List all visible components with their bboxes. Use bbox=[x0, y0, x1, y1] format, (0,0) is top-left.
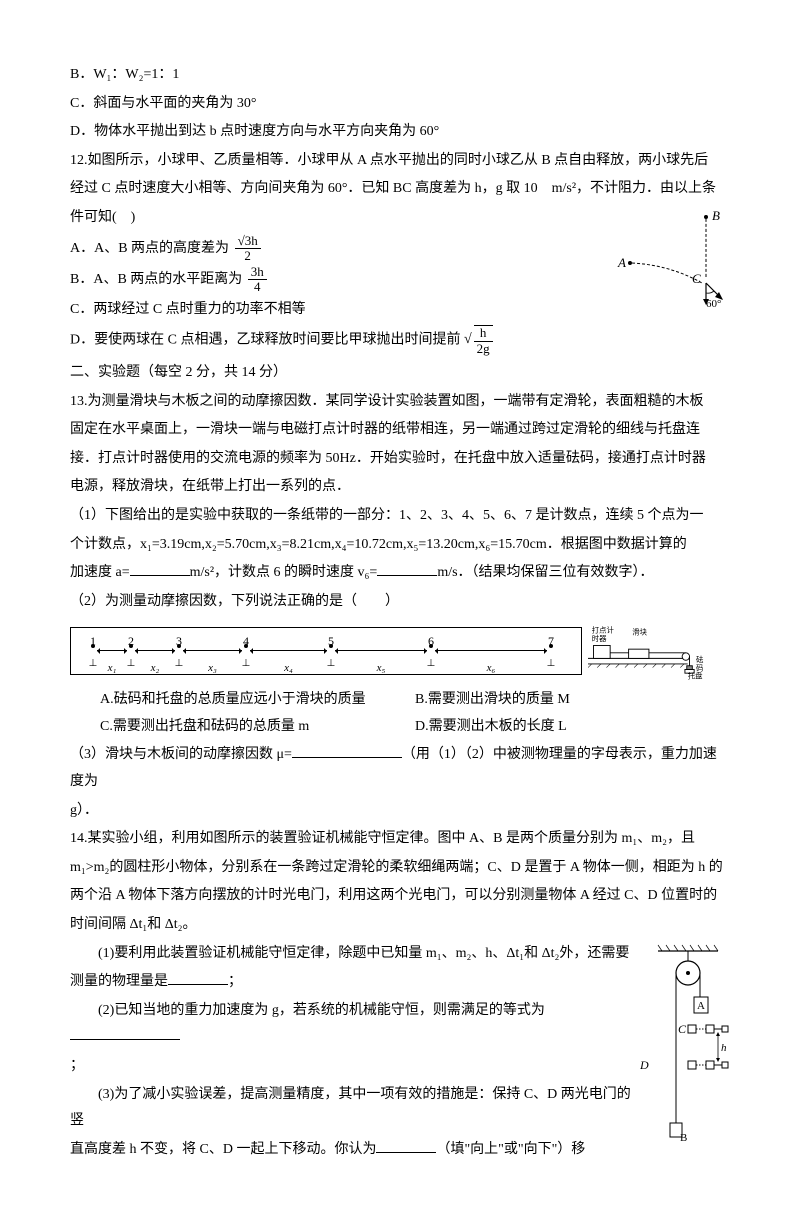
q14-p2: (2)已知当地的重力加速度为 g，若系统的机械能守恒，则需满足的等式为 bbox=[70, 998, 730, 1051]
label-angle: 60° bbox=[706, 298, 721, 310]
svg-text:时器: 时器 bbox=[592, 634, 607, 643]
blank-a[interactable] bbox=[130, 561, 190, 576]
q12-b-pre: B．A、B 两点的水平距离为 bbox=[70, 272, 246, 287]
setup-figure: 打点计 时器 滑块 砝 码 托盘 bbox=[588, 621, 708, 681]
tape-seg-label: x₆ bbox=[487, 658, 496, 679]
tape-mark: ⊥ bbox=[127, 654, 136, 673]
q13-opt-c: C.需要测出托盘和砝码的总质量 m bbox=[100, 714, 415, 741]
q13-opt-a: A.砝码和托盘的总质量应远小于滑块的质量 bbox=[100, 687, 415, 714]
fraction: 3h 4 bbox=[248, 265, 267, 295]
svg-text:滑块: 滑块 bbox=[632, 628, 647, 637]
text: （3）滑块与木板间的动摩擦因数 μ= bbox=[70, 747, 292, 762]
q13-opt-b: B.需要测出滑块的质量 M bbox=[415, 687, 730, 714]
tape-mark: ⊥ bbox=[327, 654, 336, 673]
tape-arrow bbox=[335, 650, 427, 651]
blank-measure[interactable] bbox=[168, 970, 228, 985]
q14-figure: A C D h bbox=[640, 941, 730, 1152]
tape-mark: ⊥ bbox=[547, 654, 556, 673]
tape-mark: ⊥ bbox=[175, 654, 184, 673]
photogate-c bbox=[688, 1025, 728, 1033]
tape-mark: ⊥ bbox=[427, 654, 436, 673]
q12-stem-2: 经过 C 点时速度大小相等、方向间夹角为 60°．已知 BC 高度差为 h，g … bbox=[70, 176, 730, 203]
q12-stem-1: 12.如图所示，小球甲、乙质量相等．小球甲从 A 点水平抛出的同时小球乙从 B … bbox=[70, 148, 730, 175]
q14-p2b: ； bbox=[70, 1053, 730, 1080]
q13-opts-row1: A.砝码和托盘的总质量应远小于滑块的质量 B.需要测出滑块的质量 M bbox=[70, 687, 730, 714]
tape-seg-label: x₂ bbox=[151, 658, 160, 679]
tape-mark: ⊥ bbox=[89, 654, 98, 673]
denominator: 2 bbox=[235, 249, 261, 263]
label-a: A bbox=[697, 1000, 705, 1012]
option-b: B．W₁：W₂=1：1 bbox=[70, 62, 730, 89]
label-h: h bbox=[721, 1042, 727, 1054]
q13-p1-l1: （1）下图给出的是实验中获取的一条纸带的一部分：1、2、3、4、5、6、7 是计… bbox=[70, 503, 730, 530]
text: 加速度 a= bbox=[70, 565, 130, 580]
tape-arrow bbox=[135, 650, 175, 651]
label-d: D bbox=[640, 1058, 649, 1072]
fraction: h 2g bbox=[474, 325, 493, 356]
q14-l1: 14.某实验小组，利用如图所示的装置验证机械能守恒定律。图中 A、B 是两个质量… bbox=[70, 826, 730, 853]
blank-equation[interactable] bbox=[70, 1025, 180, 1040]
q14-l2: m₁>m₂的圆柱形小物体，分别系在一条跨过定滑轮的柔软细绳两端；C、D 是置于 … bbox=[70, 855, 730, 882]
blank-v6[interactable] bbox=[377, 561, 437, 576]
text: （填"向上"或"向下"）移 bbox=[436, 1142, 585, 1157]
tape-seg-label: x₅ bbox=[377, 658, 386, 679]
q13-p3c: g）． bbox=[70, 798, 730, 825]
numerator: h bbox=[474, 326, 493, 341]
q13-p3: （3）滑块与木板间的动摩擦因数 μ=（用（1）（2）中被测物理量的字母表示，重力… bbox=[70, 742, 730, 795]
tape-figure: 1⊥2⊥3⊥4⊥5⊥6⊥7⊥x₁x₂x₃x₄x₅x₆ bbox=[70, 627, 582, 675]
tape-arrow bbox=[250, 650, 327, 651]
q13-l1: 13.为测量滑块与木板之间的动摩擦因数．某同学设计实验装置如图，一端带有定滑轮，… bbox=[70, 389, 730, 416]
q13-p2: （2）为测量动摩擦因数，下列说法正确的是（ ） bbox=[70, 589, 730, 616]
blank-mu[interactable] bbox=[292, 743, 402, 758]
tape-arrow bbox=[435, 650, 547, 651]
tape-seg-label: x₁ bbox=[108, 658, 117, 679]
q13-p1-l3: 加速度 a= m/s²，计数点 6 的瞬时速度 v₆= m/s．（结果均保留三位有效… bbox=[70, 560, 730, 587]
svg-text:托盘: 托盘 bbox=[688, 672, 703, 681]
q14-l4: 时间间隔 Δt₁和 Δt₂。 bbox=[70, 912, 730, 939]
text: 直高度差 h 不变，将 C、D 一起上下移动。你认为 bbox=[70, 1142, 376, 1157]
section-2-title: 二、实验题（每空 2 分，共 14 分） bbox=[70, 360, 730, 387]
label-b: B bbox=[680, 1132, 687, 1141]
q14-p3b: 直高度差 h 不变，将 C、D 一起上下移动。你认为 （填"向上"或"向下"）移 bbox=[70, 1137, 730, 1164]
q14-p3a: (3)为了减小实验误差，提高测量精度，其中一项有效的措施是：保持 C、D 两光电… bbox=[70, 1082, 730, 1135]
q12-figure: B A C 60° bbox=[610, 205, 730, 326]
q13-l3: 接．打点计时器使用的交流电源的频率为 50Hz．开始实验时，在托盘中放入适量砝码… bbox=[70, 446, 730, 473]
fraction: √3h 2 bbox=[235, 234, 261, 264]
q13-p1-l2: 个计数点，x₁=3.19cm,x₂=5.70cm,x₃=8.21cm,x₄=10… bbox=[70, 532, 730, 559]
q13-l4: 电源，释放滑块，在纸带上打出一系列的点． bbox=[70, 474, 730, 501]
option-c: C．斜面与水平面的夹角为 30° bbox=[70, 91, 730, 118]
blank-direction[interactable] bbox=[376, 1138, 436, 1153]
numerator: 3h bbox=[248, 265, 267, 280]
denominator: 2g bbox=[474, 342, 493, 356]
text: 测量的物理量是 bbox=[70, 974, 168, 989]
option-d: D．物体水平抛出到达 b 点时速度方向与水平方向夹角为 60° bbox=[70, 119, 730, 146]
q14-p1a: (1)要利用此装置验证机械能守恒定律，除题中已知量 m₁、m₂、h、Δt₁和 Δ… bbox=[70, 941, 730, 968]
q12-a-pre: A．A、B 两点的高度差为 bbox=[70, 241, 233, 256]
text: (2)已知当地的重力加速度为 g，若系统的机械能守恒，则需满足的等式为 bbox=[98, 1003, 545, 1018]
q13-opts-row2: C.需要测出托盘和砝码的总质量 m D.需要测出木板的长度 L bbox=[70, 714, 730, 741]
q14-l3: 两个沿 A 物体下落方向摆放的计时光电门，利用这两个光电门，可以分别测量物体 A… bbox=[70, 883, 730, 910]
text: ； bbox=[228, 974, 242, 989]
tape-seg-label: x₃ bbox=[208, 658, 217, 679]
tape-and-setup: 1⊥2⊥3⊥4⊥5⊥6⊥7⊥x₁x₂x₃x₄x₅x₆ 打点计 时器 滑块 砝 码… bbox=[70, 621, 730, 681]
label-c: C bbox=[678, 1022, 687, 1036]
tape-arrow bbox=[183, 650, 242, 651]
text: m/s²，计数点 6 的瞬时速度 v₆= bbox=[190, 565, 378, 580]
q12-d-pre: D．要使两球在 C 点相遇，乙球释放时间要比甲球抛出时间提前 bbox=[70, 333, 464, 348]
q14-p1b: 测量的物理量是 ； bbox=[70, 969, 730, 996]
q12-opt-d: D．要使两球在 C 点相遇，乙球释放时间要比甲球抛出时间提前 √ h 2g bbox=[70, 325, 730, 356]
tape-seg-label: x₄ bbox=[284, 658, 293, 679]
label-a: A bbox=[617, 255, 626, 270]
label-b: B bbox=[712, 208, 720, 223]
text: m/s．（结果均保留三位有效数字）． bbox=[437, 565, 653, 580]
tape-mark: ⊥ bbox=[242, 654, 251, 673]
tape-arrow bbox=[97, 650, 127, 651]
q13-l2: 固定在水平桌面上，一滑块一端与电磁打点计时器的纸带相连，另一端通过跨过定滑轮的细… bbox=[70, 417, 730, 444]
numerator: √3h bbox=[235, 234, 261, 249]
label-c: C bbox=[692, 271, 701, 286]
photogate-d bbox=[688, 1061, 728, 1069]
denominator: 4 bbox=[248, 280, 267, 294]
q13-opt-d: D.需要测出木板的长度 L bbox=[415, 714, 730, 741]
